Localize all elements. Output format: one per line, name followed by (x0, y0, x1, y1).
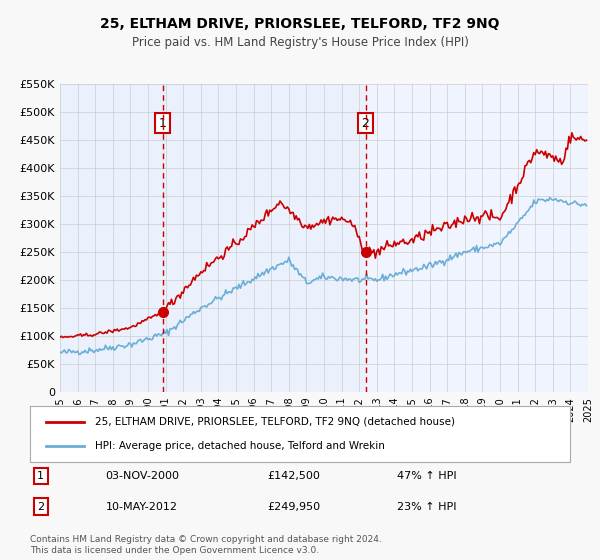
Text: Contains HM Land Registry data © Crown copyright and database right 2024.: Contains HM Land Registry data © Crown c… (30, 535, 382, 544)
Bar (60, 84, 163, 392)
Text: 47% ↑ HPI: 47% ↑ HPI (397, 471, 457, 481)
Text: 2: 2 (362, 116, 370, 130)
Text: 1: 1 (159, 116, 167, 130)
Text: £249,950: £249,950 (268, 502, 321, 512)
Text: 25, ELTHAM DRIVE, PRIORSLEE, TELFORD, TF2 9NQ (detached house): 25, ELTHAM DRIVE, PRIORSLEE, TELFORD, TF… (95, 417, 455, 427)
Text: Price paid vs. HM Land Registry's House Price Index (HPI): Price paid vs. HM Land Registry's House … (131, 36, 469, 49)
Text: This data is licensed under the Open Government Licence v3.0.: This data is licensed under the Open Gov… (30, 546, 319, 555)
Text: £142,500: £142,500 (268, 471, 320, 481)
Text: 10-MAY-2012: 10-MAY-2012 (106, 502, 178, 512)
Text: HPI: Average price, detached house, Telford and Wrekin: HPI: Average price, detached house, Telf… (95, 441, 385, 451)
Text: 1: 1 (37, 471, 44, 481)
Text: 23% ↑ HPI: 23% ↑ HPI (397, 502, 457, 512)
Text: 03-NOV-2000: 03-NOV-2000 (106, 471, 179, 481)
Bar (163, 84, 365, 392)
Text: 25, ELTHAM DRIVE, PRIORSLEE, TELFORD, TF2 9NQ: 25, ELTHAM DRIVE, PRIORSLEE, TELFORD, TF… (100, 17, 500, 31)
Text: 2: 2 (37, 502, 44, 512)
